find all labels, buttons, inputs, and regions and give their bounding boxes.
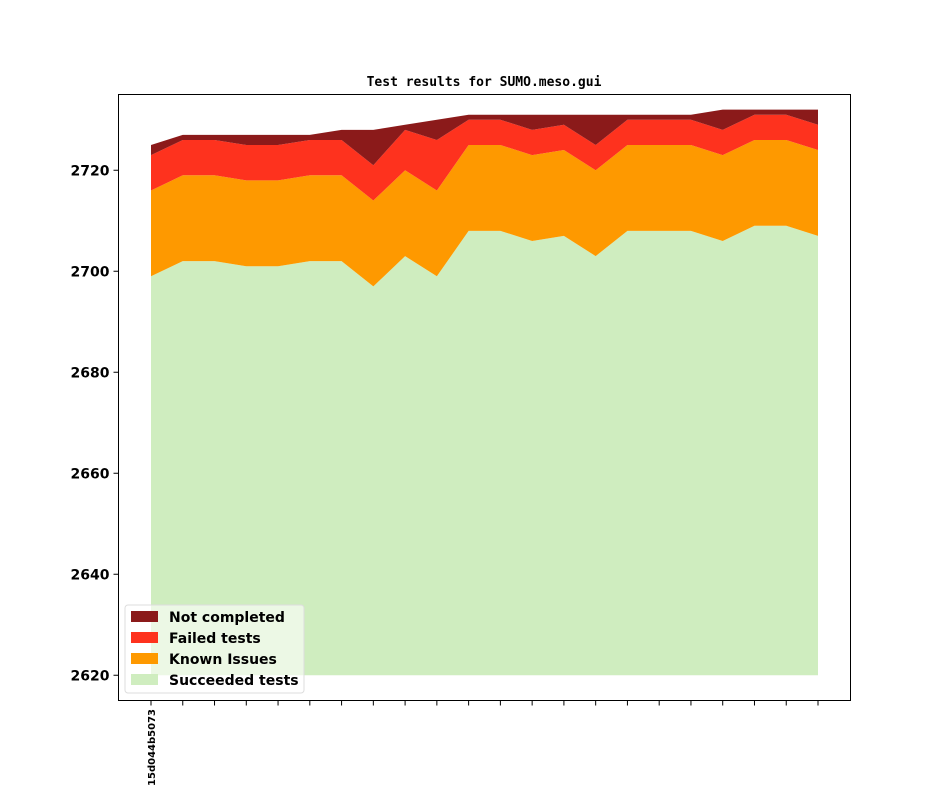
area-not-completed: [151, 109, 818, 166]
legend-label: Failed tests: [169, 631, 261, 647]
plot-frame: [118, 94, 851, 701]
y-axis: 2620 2640 2660 2680 2700 2720: [71, 163, 119, 684]
area-known-issues: [151, 139, 818, 287]
stacked-areas: [151, 109, 818, 676]
legend-swatch: [131, 611, 158, 622]
legend: Not completed Failed tests Known Issues Suc…: [124, 604, 305, 694]
legend-label: Succeeded tests: [169, 673, 299, 689]
y-tick-label: 2660: [71, 466, 110, 482]
x-axis: 15d044b5073: [147, 700, 819, 786]
legend-swatch: [131, 653, 158, 664]
y-tick-label: 2720: [71, 163, 110, 179]
legend-frame: [124, 604, 305, 694]
y-tick-label: 2680: [71, 365, 110, 381]
y-tick-label: 2620: [71, 668, 110, 684]
legend-swatch: [131, 674, 158, 685]
legend-swatch: [131, 632, 158, 643]
legend-label: Known Issues: [169, 652, 277, 668]
chart-title: Test results for SUMO.meso.gui: [367, 75, 602, 90]
x-tick-label: 15d044b5073: [147, 709, 158, 786]
y-tick-label: 2700: [71, 264, 110, 280]
legend-label: Not completed: [169, 610, 285, 626]
y-tick-label: 2640: [71, 567, 110, 583]
area-failed-tests: [151, 114, 818, 201]
area-succeeded-tests: [151, 225, 818, 676]
